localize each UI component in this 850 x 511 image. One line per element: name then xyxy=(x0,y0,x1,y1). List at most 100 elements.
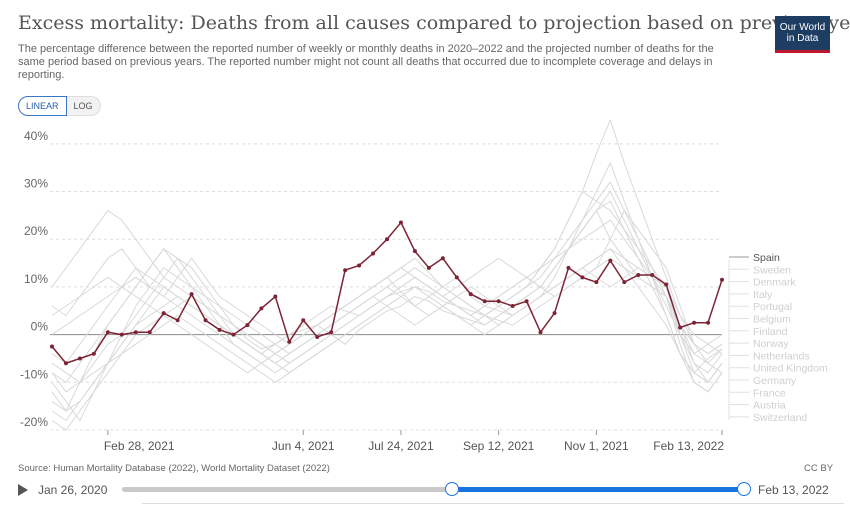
data-point xyxy=(552,311,557,316)
y-tick-label: -10% xyxy=(20,367,48,381)
legend-label-sweden: Sweden xyxy=(753,264,791,276)
data-point xyxy=(119,332,124,337)
x-tick-label: Feb 13, 2022 xyxy=(653,439,724,453)
legend-label-spain: Spain xyxy=(753,252,780,264)
license-label[interactable]: CC BY xyxy=(804,463,834,474)
data-point xyxy=(664,282,669,287)
x-tick-label: Jun 4, 2021 xyxy=(272,439,335,453)
data-point xyxy=(343,268,348,273)
y-tick-label: 0% xyxy=(31,320,49,334)
data-point xyxy=(706,320,711,325)
data-point xyxy=(454,275,459,280)
scale-toggle: LINEAR LOG xyxy=(18,96,101,116)
series-line-italy xyxy=(51,248,723,383)
series-line-united-kingdom xyxy=(51,257,723,431)
legend-label-switzerland: Switzerland xyxy=(753,412,807,424)
data-point xyxy=(329,330,334,335)
data-point xyxy=(594,280,599,285)
chart-subtitle: The percentage difference between the re… xyxy=(18,43,714,81)
data-point xyxy=(259,306,264,311)
data-point xyxy=(650,273,655,277)
y-tick-label: 30% xyxy=(24,177,48,191)
timeline-end-label: Feb 13, 2022 xyxy=(758,483,829,497)
data-point xyxy=(63,361,68,366)
data-point xyxy=(273,294,278,299)
data-point xyxy=(50,344,54,349)
data-point xyxy=(385,237,389,242)
timeline-start-label: Jan 26, 2020 xyxy=(38,483,108,497)
data-point xyxy=(580,275,585,280)
data-point xyxy=(357,263,362,268)
y-tick-label: 10% xyxy=(24,272,48,286)
series-line-germany xyxy=(51,209,723,364)
data-point xyxy=(175,318,180,323)
data-point xyxy=(371,251,376,256)
source-note[interactable]: Source: Human Mortality Database (2022),… xyxy=(18,463,330,474)
x-tick-label: Feb 28, 2021 xyxy=(104,439,175,453)
series-line-france xyxy=(51,267,723,364)
timeline-track[interactable] xyxy=(122,482,751,496)
play-icon[interactable] xyxy=(18,484,28,496)
data-point xyxy=(496,299,501,304)
data-point xyxy=(147,330,152,335)
y-tick-label: -20% xyxy=(20,415,48,429)
data-point xyxy=(217,327,222,332)
series-line-norway xyxy=(51,248,723,384)
legend-layer: SpainSwedenDenmarkItalyPortugalBelgiumFi… xyxy=(728,252,828,424)
data-point xyxy=(538,330,543,335)
chart-title: Excess mortality: Deaths from all causes… xyxy=(18,12,850,34)
data-point xyxy=(720,277,724,282)
log-scale-button[interactable]: LOG xyxy=(66,96,101,116)
legend-label-norway: Norway xyxy=(753,338,789,350)
owid-logo[interactable]: Our World in Data xyxy=(775,16,830,53)
data-point xyxy=(231,332,236,337)
data-point xyxy=(161,311,166,316)
data-point xyxy=(678,325,683,330)
series-line-switzerland xyxy=(51,181,723,422)
data-point xyxy=(315,335,320,339)
legend-label-austria: Austria xyxy=(753,400,786,412)
data-point xyxy=(398,220,403,225)
x-tick-label: Nov 1, 2021 xyxy=(564,439,629,453)
legend-label-netherlands: Netherlands xyxy=(753,350,810,362)
data-point xyxy=(440,256,445,261)
timeline-end-handle[interactable] xyxy=(737,482,751,496)
series-line-austria xyxy=(51,190,723,422)
legend-label-italy: Italy xyxy=(753,289,773,301)
timeline-start-handle[interactable] xyxy=(444,482,459,496)
data-point xyxy=(622,280,627,285)
logo-line-2: in Data xyxy=(786,33,819,44)
legend-label-france: France xyxy=(753,387,786,399)
data-point xyxy=(105,330,110,335)
data-point xyxy=(566,265,571,270)
data-point xyxy=(692,320,697,325)
data-point xyxy=(608,258,613,263)
axis-label-layer: -20% -10% 0% 10% 20% 30% 40% Feb 28, 2021 Jun 4,… xyxy=(20,129,724,453)
excess-mortality-chart: -20% -10% 0% 10% 20% 30% 40% Feb 28, 2021 Jun 4,… xyxy=(20,120,828,453)
data-point xyxy=(189,292,194,297)
data-point xyxy=(412,249,417,254)
x-tick-label: Sep 12, 2021 xyxy=(463,439,535,453)
y-tick-label: 40% xyxy=(24,129,48,143)
series-line-netherlands xyxy=(51,219,723,383)
logo-line-1: Our World xyxy=(779,22,826,33)
linear-scale-button[interactable]: LINEAR xyxy=(18,96,67,116)
data-point xyxy=(245,323,250,328)
background-series-layer xyxy=(51,120,723,431)
grid-layer xyxy=(50,143,722,431)
data-point xyxy=(133,330,138,335)
data-point xyxy=(636,273,641,277)
data-point xyxy=(510,304,515,308)
data-point xyxy=(203,318,208,323)
legend-label-united-kingdom: United Kingdom xyxy=(753,363,828,375)
legend-label-finland: Finland xyxy=(753,326,788,338)
data-point xyxy=(468,292,473,297)
data-point xyxy=(524,299,529,304)
timeline-selected-range xyxy=(451,487,744,492)
legend-label-germany: Germany xyxy=(753,375,797,387)
legend-label-denmark: Denmark xyxy=(753,277,796,289)
bottom-divider xyxy=(142,503,844,511)
data-point xyxy=(287,339,292,344)
data-point xyxy=(482,299,487,304)
highlighted-series-layer xyxy=(50,220,724,366)
